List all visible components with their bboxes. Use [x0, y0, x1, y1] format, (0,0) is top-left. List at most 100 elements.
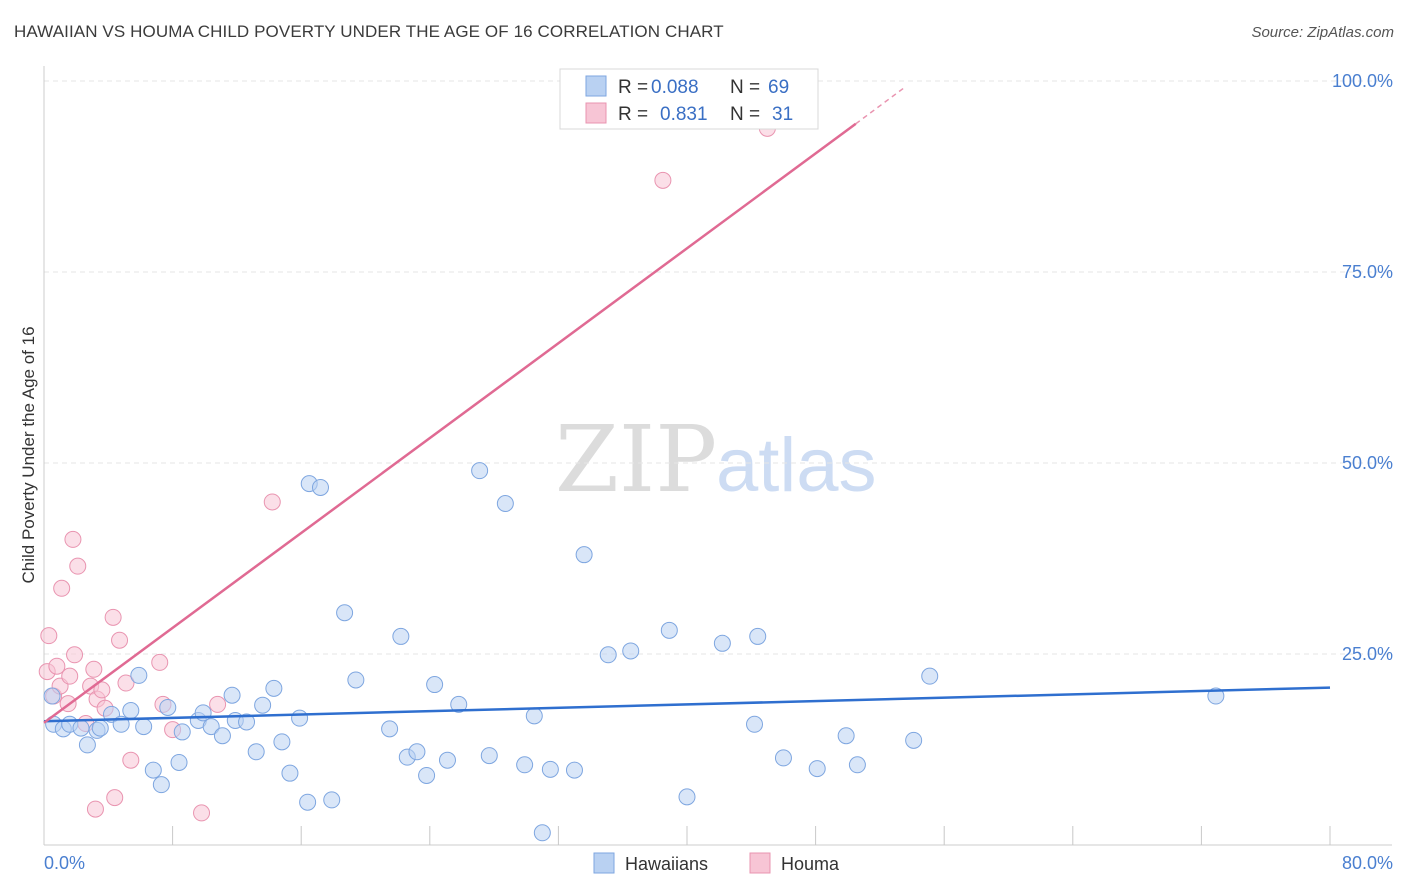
hawaiian-point — [438, 751, 456, 769]
hawaiian-point — [311, 478, 329, 496]
y-tick-label: 75.0% — [1342, 262, 1393, 282]
houma-point — [151, 653, 169, 671]
hawaiian-point — [516, 756, 534, 774]
houma-point — [117, 674, 135, 692]
houma-trendline — [43, 122, 857, 724]
houma-point — [48, 657, 66, 675]
hawaiian-point — [336, 604, 354, 622]
y-tick-label: 25.0% — [1342, 644, 1393, 664]
hawaiian-point — [450, 695, 468, 713]
hawaiian-point — [291, 709, 309, 727]
hawaiian-point — [281, 764, 299, 782]
y-tick-labels: 25.0% 50.0% 75.0% 100.0% — [1332, 71, 1393, 664]
bottom-legend: Hawaiians Houma — [593, 852, 840, 874]
hawaiian-point — [408, 743, 426, 761]
hawaiian-point — [135, 718, 153, 736]
hawaiian-point — [774, 749, 792, 767]
legend-houma-r-value: 0.831 — [660, 104, 708, 125]
hawaiian-point — [426, 676, 444, 694]
x-tick-label: 0.0% — [44, 853, 85, 873]
hawaiian-point — [122, 702, 140, 720]
houma-point — [85, 660, 103, 678]
houma-point — [209, 695, 227, 713]
watermark: ZIP atlas — [555, 406, 877, 513]
hawaiian-point — [921, 667, 939, 685]
hawaiian-point — [837, 727, 855, 745]
hawaiian-point — [170, 753, 188, 771]
bottom-legend-houma: Houma — [781, 854, 840, 874]
hawaiian-point — [265, 679, 283, 697]
houma-trendline-extension — [855, 87, 905, 125]
hawaiian-point — [622, 642, 640, 660]
hawaiian-point — [247, 743, 265, 761]
hawaiian-point — [678, 788, 696, 806]
hawaiian-point — [173, 723, 191, 741]
houma-point — [111, 631, 129, 649]
chart-title: HAWAIIAN VS HOUMA CHILD POVERTY UNDER TH… — [14, 22, 724, 41]
hawaiian-point — [565, 761, 583, 779]
houma-point — [69, 557, 87, 575]
houma-point — [654, 171, 672, 189]
top-legend: R = 0.088 N = 69 R = 0.831 N = 31 — [559, 68, 819, 130]
houma-point — [40, 627, 58, 645]
hawaiian-point — [299, 793, 317, 811]
y-tick-label: 100.0% — [1332, 71, 1393, 91]
hawaiian-point — [202, 718, 220, 736]
bottom-legend-swatch-houma — [749, 852, 771, 874]
hawaiian-point — [905, 731, 923, 749]
legend-swatch-hawaiians — [585, 75, 607, 97]
watermark-zip: ZIP — [555, 406, 717, 513]
hawaiian-point — [660, 621, 678, 639]
hawaiians-trendline — [43, 686, 1331, 723]
hawaiian-point — [599, 646, 617, 664]
houma-point — [61, 667, 79, 685]
hawaiian-point — [72, 719, 90, 737]
hawaiian-point — [238, 713, 256, 731]
chart-source: Source: ZipAtlas.com — [1251, 24, 1394, 41]
houma-point — [53, 579, 71, 597]
x-ticks: 0.0% 80.0% — [44, 826, 1393, 873]
legend-houma-n-label: N = — [730, 104, 760, 125]
legend-hawaiians-n-value: 69 — [768, 77, 789, 98]
legend-houma-n-value: 31 — [772, 104, 793, 125]
hawaiian-point — [749, 627, 767, 645]
houma-point — [66, 646, 84, 664]
hawaiian-points — [43, 462, 1225, 842]
trendlines — [43, 87, 1331, 724]
hawaiian-point — [541, 760, 559, 778]
houma-point — [93, 681, 111, 699]
hawaiian-point — [496, 494, 514, 512]
hawaiian-point — [159, 698, 177, 716]
houma-point — [193, 804, 211, 822]
houma-point — [64, 530, 82, 548]
legend-hawaiians-r-value: 0.088 — [651, 77, 699, 98]
hawaiian-point — [848, 756, 866, 774]
hawaiian-point — [713, 634, 731, 652]
hawaiian-point — [575, 546, 593, 564]
hawaiian-point — [273, 733, 291, 751]
y-tick-label: 50.0% — [1342, 453, 1393, 473]
houma-point — [122, 751, 140, 769]
houma-point — [104, 608, 122, 626]
houma-point — [86, 800, 104, 818]
hawaiian-point — [152, 776, 170, 794]
hawaiian-point — [323, 791, 341, 809]
hawaiian-point — [223, 686, 241, 704]
hawaiian-point — [392, 627, 410, 645]
hawaiian-point — [254, 696, 272, 714]
hawaiian-point — [480, 747, 498, 765]
legend-hawaiians-r-label: R = — [618, 77, 648, 98]
legend-swatch-houma — [585, 102, 607, 124]
hawaiian-point — [746, 715, 764, 733]
hawaiian-point — [130, 666, 148, 684]
hawaiian-point — [471, 462, 489, 480]
watermark-atlas: atlas — [716, 423, 877, 508]
axes — [43, 66, 1392, 846]
hawaiian-point — [43, 687, 61, 705]
hawaiian-point — [91, 719, 109, 737]
legend-hawaiians-n-label: N = — [730, 77, 760, 98]
houma-point — [106, 789, 124, 807]
houma-point — [263, 493, 281, 511]
x-tick-label: 80.0% — [1342, 853, 1393, 873]
y-axis-title: Child Poverty Under the Age of 16 — [19, 326, 38, 583]
